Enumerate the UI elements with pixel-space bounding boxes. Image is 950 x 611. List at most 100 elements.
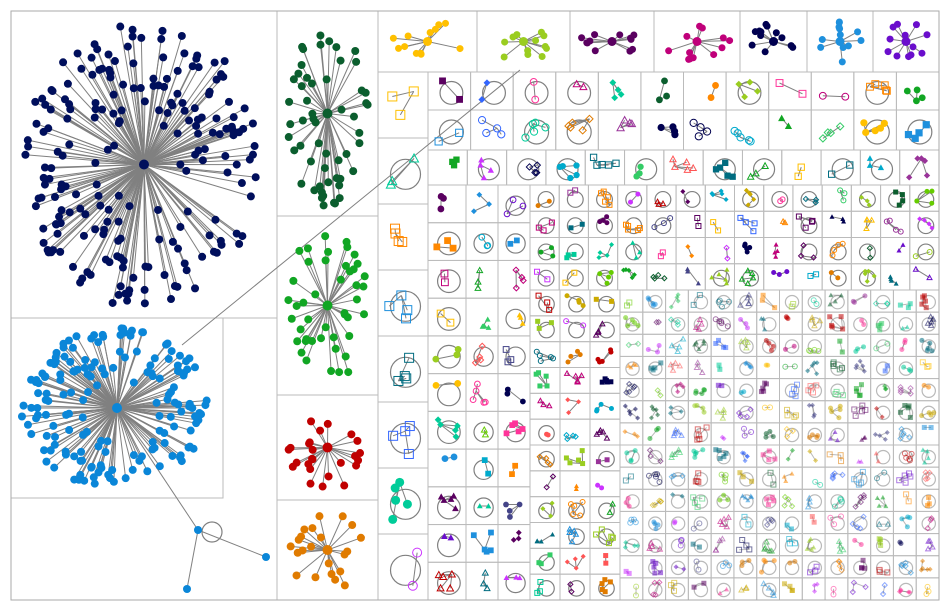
edge bbox=[301, 85, 328, 114]
node bbox=[723, 244, 730, 252]
node bbox=[533, 161, 542, 170]
node bbox=[292, 571, 301, 580]
node bbox=[671, 520, 677, 526]
node bbox=[121, 474, 130, 483]
edge bbox=[712, 221, 719, 231]
node bbox=[721, 454, 727, 460]
node bbox=[659, 200, 667, 207]
node bbox=[609, 242, 615, 248]
node bbox=[720, 515, 728, 522]
self-loop bbox=[389, 554, 422, 586]
node bbox=[925, 502, 931, 508]
node bbox=[480, 323, 487, 329]
node bbox=[912, 253, 919, 260]
node bbox=[840, 326, 846, 332]
node bbox=[123, 42, 132, 51]
edge bbox=[302, 48, 328, 114]
self-loop bbox=[505, 346, 526, 367]
self-loop bbox=[477, 158, 501, 181]
node bbox=[861, 322, 867, 328]
node bbox=[807, 448, 813, 454]
self-loop bbox=[505, 195, 526, 216]
edge bbox=[116, 407, 134, 471]
node bbox=[168, 101, 177, 110]
node bbox=[547, 354, 554, 361]
node bbox=[748, 269, 756, 276]
node bbox=[808, 218, 815, 225]
edge bbox=[830, 126, 841, 134]
node bbox=[719, 434, 725, 440]
node bbox=[566, 528, 573, 536]
node bbox=[327, 570, 336, 579]
node bbox=[87, 463, 96, 472]
edge bbox=[116, 407, 175, 427]
node bbox=[766, 457, 772, 463]
edge bbox=[68, 407, 118, 431]
node bbox=[716, 164, 724, 171]
node bbox=[813, 382, 820, 389]
node bbox=[764, 521, 771, 529]
node bbox=[784, 269, 790, 275]
node bbox=[761, 48, 769, 56]
node bbox=[49, 421, 58, 430]
node bbox=[866, 268, 872, 274]
node bbox=[105, 258, 114, 267]
edge bbox=[54, 363, 118, 409]
node bbox=[743, 321, 749, 327]
node bbox=[781, 474, 787, 479]
self-loop bbox=[524, 80, 549, 105]
node bbox=[674, 428, 682, 435]
edge bbox=[36, 123, 145, 165]
node bbox=[651, 564, 657, 570]
node bbox=[862, 271, 868, 277]
self-loop bbox=[784, 339, 800, 354]
node bbox=[806, 402, 812, 408]
node bbox=[537, 397, 544, 404]
node bbox=[637, 249, 643, 255]
node bbox=[289, 75, 298, 84]
node bbox=[286, 542, 295, 551]
node bbox=[864, 198, 870, 204]
edge bbox=[143, 164, 146, 267]
node bbox=[132, 347, 141, 356]
node bbox=[481, 430, 490, 438]
node bbox=[770, 434, 776, 440]
node bbox=[324, 178, 333, 187]
edge bbox=[143, 116, 234, 165]
node bbox=[646, 296, 652, 302]
node bbox=[648, 415, 654, 421]
edge bbox=[882, 585, 886, 595]
node bbox=[846, 161, 854, 169]
node bbox=[567, 460, 573, 466]
node bbox=[336, 567, 345, 576]
node bbox=[537, 383, 543, 389]
node bbox=[631, 272, 637, 278]
node bbox=[896, 247, 902, 253]
node bbox=[501, 38, 509, 46]
node bbox=[579, 498, 586, 505]
node bbox=[320, 164, 329, 173]
node bbox=[694, 503, 701, 510]
node bbox=[391, 495, 401, 505]
node bbox=[721, 492, 727, 498]
node bbox=[763, 362, 769, 368]
node bbox=[146, 361, 155, 370]
node bbox=[469, 396, 477, 404]
node bbox=[72, 332, 81, 341]
node bbox=[94, 338, 103, 347]
node bbox=[182, 266, 191, 275]
node bbox=[356, 533, 365, 542]
node bbox=[912, 21, 920, 29]
node bbox=[653, 526, 659, 532]
node bbox=[655, 271, 662, 279]
node bbox=[39, 173, 48, 182]
node bbox=[568, 588, 575, 595]
node bbox=[334, 156, 343, 165]
node bbox=[743, 344, 750, 351]
self-loop bbox=[438, 119, 465, 145]
node bbox=[544, 383, 550, 389]
node bbox=[545, 432, 551, 438]
node bbox=[770, 481, 777, 488]
node bbox=[645, 346, 651, 352]
node bbox=[811, 322, 818, 329]
